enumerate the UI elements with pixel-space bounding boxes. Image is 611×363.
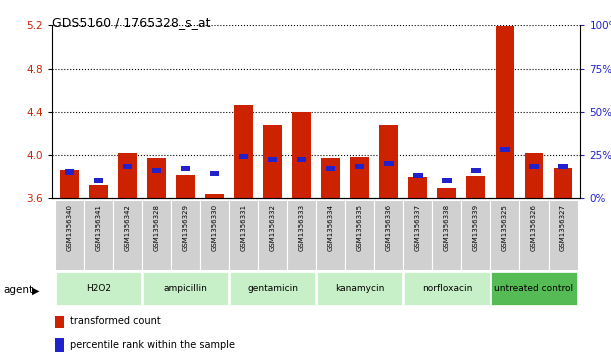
Bar bbox=[297, 157, 306, 163]
Bar bbox=[379, 125, 398, 198]
Bar bbox=[437, 188, 456, 198]
Bar bbox=[292, 112, 311, 198]
Bar bbox=[549, 200, 577, 270]
Text: GSM1356336: GSM1356336 bbox=[386, 204, 392, 251]
Text: norfloxacin: norfloxacin bbox=[422, 284, 472, 293]
Bar bbox=[471, 168, 481, 173]
Bar bbox=[205, 193, 224, 198]
Bar bbox=[60, 170, 79, 198]
Bar bbox=[118, 152, 137, 198]
Bar bbox=[404, 272, 489, 305]
Bar bbox=[55, 200, 84, 270]
Bar bbox=[525, 152, 543, 198]
Bar bbox=[433, 200, 461, 270]
Bar bbox=[413, 173, 423, 178]
Bar bbox=[143, 272, 228, 305]
Bar bbox=[500, 147, 510, 152]
Bar bbox=[234, 105, 253, 198]
Bar bbox=[408, 178, 427, 198]
Text: GSM1356338: GSM1356338 bbox=[444, 204, 450, 251]
Bar bbox=[210, 171, 219, 176]
Text: GSM1356328: GSM1356328 bbox=[153, 204, 159, 251]
Bar bbox=[316, 200, 345, 270]
Bar bbox=[84, 200, 113, 270]
Bar bbox=[554, 168, 573, 198]
Bar bbox=[113, 200, 142, 270]
Bar bbox=[56, 272, 141, 305]
Bar bbox=[287, 200, 316, 270]
Text: GSM1356333: GSM1356333 bbox=[299, 204, 305, 251]
Bar bbox=[326, 166, 335, 171]
Bar bbox=[466, 176, 485, 198]
Text: untreated control: untreated control bbox=[494, 284, 574, 293]
Bar bbox=[239, 154, 248, 159]
Text: GSM1356325: GSM1356325 bbox=[502, 204, 508, 251]
Text: GSM1356329: GSM1356329 bbox=[183, 204, 189, 251]
Text: gentamicin: gentamicin bbox=[247, 284, 298, 293]
Text: percentile rank within the sample: percentile rank within the sample bbox=[70, 340, 235, 350]
Bar bbox=[258, 200, 287, 270]
Bar bbox=[491, 200, 519, 270]
Bar bbox=[519, 200, 549, 270]
Bar bbox=[176, 175, 195, 198]
Bar bbox=[491, 272, 577, 305]
Text: GSM1356342: GSM1356342 bbox=[125, 204, 130, 251]
Bar bbox=[181, 166, 190, 171]
Bar bbox=[558, 164, 568, 170]
Text: GSM1356334: GSM1356334 bbox=[327, 204, 334, 251]
Bar bbox=[268, 157, 277, 163]
Text: ampicillin: ampicillin bbox=[164, 284, 208, 293]
Bar bbox=[89, 185, 108, 198]
Bar bbox=[355, 164, 365, 170]
Bar bbox=[321, 158, 340, 198]
Bar bbox=[123, 164, 132, 170]
Bar bbox=[54, 315, 64, 328]
Bar bbox=[200, 200, 229, 270]
Text: GSM1356327: GSM1356327 bbox=[560, 204, 566, 251]
Text: H2O2: H2O2 bbox=[86, 284, 111, 293]
Bar bbox=[496, 26, 514, 198]
Text: GSM1356340: GSM1356340 bbox=[67, 204, 72, 251]
Bar bbox=[345, 200, 375, 270]
Text: kanamycin: kanamycin bbox=[335, 284, 384, 293]
Bar bbox=[317, 272, 403, 305]
Bar bbox=[93, 178, 103, 183]
Text: agent: agent bbox=[3, 285, 33, 295]
Text: GSM1356339: GSM1356339 bbox=[473, 204, 479, 251]
Text: GSM1356330: GSM1356330 bbox=[211, 204, 218, 251]
Text: GDS5160 / 1765328_s_at: GDS5160 / 1765328_s_at bbox=[52, 16, 210, 29]
Bar bbox=[529, 164, 539, 170]
Bar bbox=[230, 272, 315, 305]
Bar bbox=[442, 178, 452, 183]
Text: GSM1356331: GSM1356331 bbox=[241, 204, 247, 251]
Bar bbox=[152, 168, 161, 173]
Text: GSM1356332: GSM1356332 bbox=[269, 204, 276, 251]
Bar bbox=[263, 125, 282, 198]
Bar bbox=[375, 200, 403, 270]
Bar bbox=[403, 200, 433, 270]
Text: GSM1356337: GSM1356337 bbox=[415, 204, 421, 251]
Text: ▶: ▶ bbox=[32, 285, 39, 295]
Bar bbox=[229, 200, 258, 270]
Bar bbox=[384, 161, 393, 166]
Text: GSM1356335: GSM1356335 bbox=[357, 204, 363, 251]
Text: transformed count: transformed count bbox=[70, 317, 161, 326]
Bar bbox=[147, 158, 166, 198]
Bar bbox=[54, 338, 64, 351]
Bar bbox=[461, 200, 491, 270]
Bar bbox=[142, 200, 171, 270]
Text: GSM1356326: GSM1356326 bbox=[531, 204, 537, 251]
Bar bbox=[350, 157, 369, 198]
Bar bbox=[171, 200, 200, 270]
Text: GSM1356341: GSM1356341 bbox=[95, 204, 101, 251]
Bar bbox=[65, 170, 74, 175]
